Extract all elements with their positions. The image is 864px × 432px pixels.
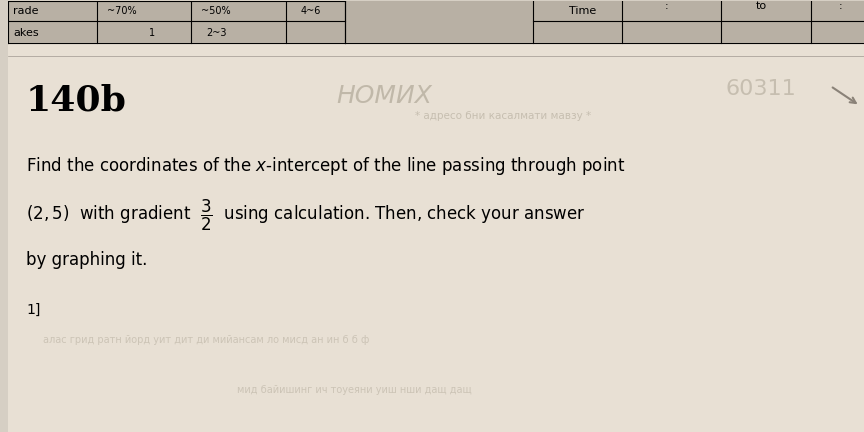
- Text: $( 2 , 5 )$  with gradient  $\dfrac{3}{2}$  using calculation. Then, check your : $( 2 , 5 )$ with gradient $\dfrac{3}{2}$…: [26, 198, 585, 233]
- Text: 1: 1: [149, 28, 155, 38]
- Text: Find the coordinates of the $x$-intercept of the line passing through point: Find the coordinates of the $x$-intercep…: [26, 155, 626, 177]
- Text: 4~6: 4~6: [300, 6, 321, 16]
- Text: 60311: 60311: [726, 79, 797, 99]
- Text: Time: Time: [569, 6, 596, 16]
- Text: * адресо бни касалмати мавзу *: * адресо бни касалмати мавзу *: [416, 111, 592, 121]
- Bar: [8, 1, 864, 43]
- Text: rade: rade: [13, 6, 39, 16]
- Text: 1]: 1]: [26, 303, 41, 318]
- Text: to: to: [755, 1, 766, 11]
- Text: ~50%: ~50%: [201, 6, 231, 16]
- Text: :: :: [838, 1, 842, 11]
- Text: алас грид ратн йорд уит дит ди мийансам ло мисд ан ин б б ф: алас грид ратн йорд уит дит ди мийансам …: [43, 335, 370, 345]
- Text: ~70%: ~70%: [107, 6, 137, 16]
- Text: НОМИХ: НОМИХ: [337, 84, 433, 108]
- Text: мид байишинг ич тоуеяни уиш нши дащ дащ: мид байишинг ич тоуеяни уиш нши дащ дащ: [238, 385, 473, 395]
- Text: 140b: 140b: [26, 84, 127, 118]
- Text: by graphing it.: by graphing it.: [26, 251, 148, 270]
- Text: akes: akes: [13, 28, 39, 38]
- Text: 2~3: 2~3: [206, 28, 226, 38]
- Text: :: :: [665, 1, 669, 11]
